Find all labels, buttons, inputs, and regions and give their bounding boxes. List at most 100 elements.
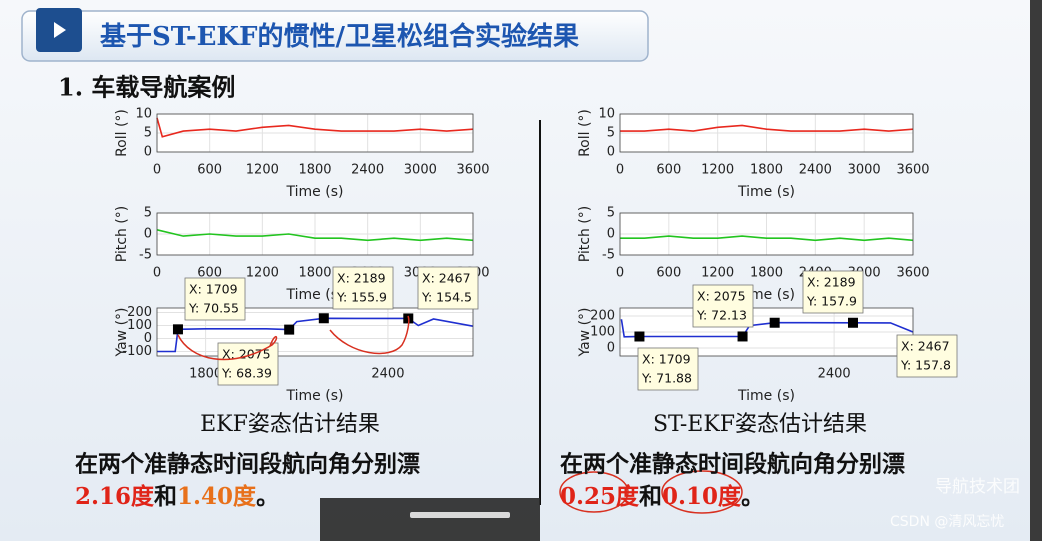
x-tick-label: 2400 xyxy=(351,163,384,178)
x-tick-label: 600 xyxy=(197,163,222,178)
watermark: CSDN @清风忘忧 xyxy=(890,514,1004,530)
y-tick-label: 200 xyxy=(590,309,615,324)
x-tick-label: 1800 xyxy=(750,163,783,178)
y-tick-label: 5 xyxy=(607,126,615,141)
datatip-box xyxy=(332,266,394,310)
datatip-marker xyxy=(769,317,780,328)
y-axis-label: Pitch (°) xyxy=(577,206,593,262)
y-tick-label: 10 xyxy=(598,107,615,122)
conclusion-part: 和 xyxy=(154,483,177,510)
overlay-text: 导航技术团 xyxy=(935,477,1020,497)
conclusion-line: 在两个准静态时间段航向角分别漂 xyxy=(560,451,905,478)
x-tick-label: 1800 xyxy=(298,266,331,281)
y-tick-label: 0 xyxy=(144,331,152,346)
y-axis-label: Roll (°) xyxy=(114,109,130,157)
x-tick-label: 3600 xyxy=(896,163,929,178)
y-tick-label: 5 xyxy=(144,206,152,221)
datatip-x: X: 1709 xyxy=(189,282,238,297)
datatip-marker xyxy=(172,324,183,335)
x-tick-label: 2400 xyxy=(799,163,832,178)
control-handle[interactable] xyxy=(410,512,510,518)
y-tick-label: 10 xyxy=(135,107,152,122)
slide-title: 基于ST-EKF的惯性/卫星松组合实验结果 xyxy=(100,21,579,52)
datatip-box xyxy=(217,342,279,386)
y-axis-label: Roll (°) xyxy=(577,109,593,157)
annotation-circle xyxy=(559,471,629,513)
video-control-bar[interactable] xyxy=(320,498,540,541)
plot-frame xyxy=(619,113,914,153)
x-tick-label: 1800 xyxy=(298,163,331,178)
conclusion-line: 0.25度和0.10度。 xyxy=(560,483,764,510)
y-tick-label: -5 xyxy=(139,248,152,263)
y-tick-label: -100 xyxy=(122,344,152,359)
datatip-box xyxy=(802,270,864,314)
y-tick-label: 0 xyxy=(144,145,152,160)
datatip-marker xyxy=(847,317,858,328)
conclusion-part: 。 xyxy=(741,483,764,510)
datatip-box xyxy=(184,277,246,321)
y-axis-label: Yaw (°) xyxy=(114,307,130,357)
caption: EKF姿态估计结果 xyxy=(200,412,380,437)
conclusion-part: 。 xyxy=(256,483,279,510)
datatip-x: X: 2189 xyxy=(337,271,386,286)
datatip-y: Y: 70.55 xyxy=(188,301,239,316)
x-tick-label: 0 xyxy=(616,163,624,178)
datatip-marker xyxy=(634,331,645,342)
y-tick-label: 100 xyxy=(590,325,615,340)
x-tick-label: 0 xyxy=(153,266,161,281)
x-tick-label: 0 xyxy=(153,163,161,178)
x-axis-label: Time (s) xyxy=(737,388,795,404)
datatip-y: Y: 157.9 xyxy=(806,294,857,309)
datatip-y: Y: 71.88 xyxy=(641,371,692,386)
datatip-y: Y: 68.39 xyxy=(221,366,272,381)
data-line xyxy=(620,235,914,242)
datatip-box xyxy=(692,284,754,328)
datatip-box xyxy=(417,266,479,310)
x-tick-label: 0 xyxy=(616,266,624,281)
y-axis-label: Yaw (°) xyxy=(577,307,593,357)
datatip-x: X: 2467 xyxy=(422,271,471,286)
datatip-box xyxy=(896,334,958,378)
plot: 0 600 1200 1800 2400 3000 3600 0 5 10 Time (s) Roll… xyxy=(577,107,930,201)
x-tick-label: 1200 xyxy=(246,163,279,178)
title-box xyxy=(21,10,649,62)
datatip-x: X: 2075 xyxy=(222,347,271,362)
annotation-curve xyxy=(329,315,410,355)
y-tick-label: 5 xyxy=(144,126,152,141)
play-icon xyxy=(54,22,66,38)
plot: 0 600 1200 1800 2400 3000 3600 0 5 10 Time (s) Roll… xyxy=(114,107,490,201)
conclusion-part: 1.40度 xyxy=(177,483,257,510)
conclusion-line: 2.16度和1.40度。 xyxy=(75,483,279,510)
y-tick-label: 0 xyxy=(607,341,615,356)
plot-frame xyxy=(619,212,914,256)
conclusion-part: 0.10度 xyxy=(662,483,742,510)
datatip-box xyxy=(637,347,699,391)
datatip-y: Y: 72.13 xyxy=(696,308,747,323)
y-tick-label: 100 xyxy=(127,318,152,333)
x-tick-label: 1800 xyxy=(750,266,783,281)
datatip-x: X: 1709 xyxy=(642,352,691,367)
x-tick-label: 2400 xyxy=(371,367,404,382)
annotation-circle xyxy=(661,470,743,514)
x-tick-label: 3600 xyxy=(896,266,929,281)
plot-frame xyxy=(156,307,474,357)
datatip-y: Y: 157.8 xyxy=(900,358,951,373)
x-tick-label: 600 xyxy=(656,163,681,178)
x-tick-label: 600 xyxy=(197,266,222,281)
caption: ST-EKF姿态估计结果 xyxy=(653,412,867,437)
x-tick-label: 3600 xyxy=(456,163,489,178)
datatip-y: Y: 154.5 xyxy=(421,290,472,305)
annotation-curve xyxy=(177,334,278,361)
conclusion-line: 在两个准静态时间段航向角分别漂 xyxy=(75,451,420,478)
datatip-x: X: 2467 xyxy=(901,339,950,354)
datatip-y: Y: 155.9 xyxy=(336,290,387,305)
section-title: 1. 车载导航案例 xyxy=(58,73,235,102)
datatip-marker xyxy=(318,313,329,324)
y-tick-label: 0 xyxy=(144,227,152,242)
datatip-x: X: 2075 xyxy=(697,289,746,304)
x-tick-label: 600 xyxy=(656,266,681,281)
